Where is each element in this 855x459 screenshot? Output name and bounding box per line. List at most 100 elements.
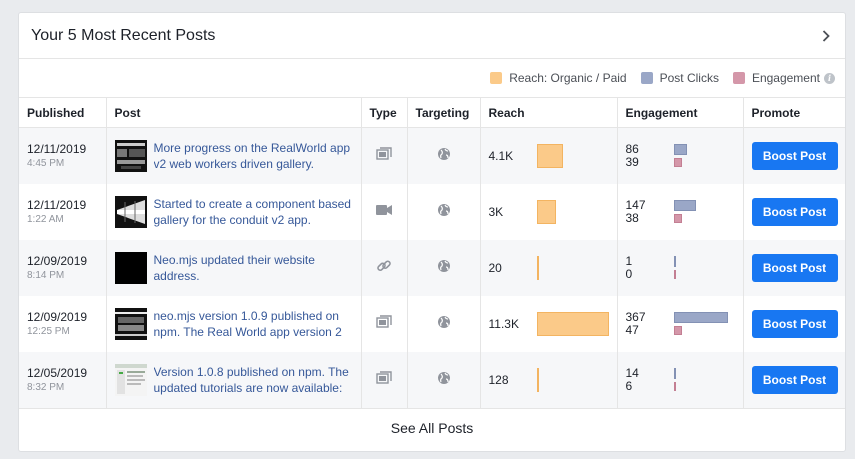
reach-value: 128 <box>488 372 509 387</box>
column-header-post: Post <box>106 97 362 128</box>
post-thumbnail[interactable] <box>114 251 147 284</box>
post-cell: neo.mjs version 1.0.9 published on npm. … <box>106 295 362 352</box>
post-thumbnail[interactable] <box>114 139 147 172</box>
published-cell: 12/09/2019 8:14 PM <box>19 239 107 296</box>
engagement-value: 38 <box>625 210 639 225</box>
engagement-value: 47 <box>625 322 639 337</box>
legend-item-clicks: Post Clicks <box>640 71 719 85</box>
post-link[interactable]: Started to create a component based gall… <box>153 196 351 227</box>
post-cell: More progress on the RealWorld app v2 we… <box>106 127 362 184</box>
published-date: 12/11/2019 <box>27 197 87 212</box>
reach-cell: 20 <box>480 239 618 296</box>
type-cell <box>361 351 408 408</box>
post-thumbnail[interactable] <box>114 363 147 396</box>
boost-post-button[interactable]: Boost Post <box>751 365 838 394</box>
targeting-cell <box>407 183 481 240</box>
post-clicks-bar <box>673 368 676 379</box>
engagement-cell: 1 0 <box>617 239 744 296</box>
chevron-right-icon[interactable] <box>819 29 833 43</box>
see-all-posts-link[interactable]: See All Posts <box>19 407 845 448</box>
reach-value: 4.1K <box>488 148 514 163</box>
reach-bar <box>536 199 556 224</box>
post-clicks-bar <box>673 312 728 323</box>
published-time: 1:22 AM <box>27 213 64 225</box>
promote-cell: Boost Post <box>743 296 845 352</box>
targeting-cell <box>407 351 481 408</box>
engagement-cell: 367 47 <box>617 295 744 352</box>
published-time: 12:25 PM <box>27 325 70 337</box>
info-icon[interactable]: i <box>824 72 835 84</box>
promote-cell: Boost Post <box>743 184 845 240</box>
card-header: Your 5 Most Recent Posts <box>19 13 845 59</box>
album-icon <box>376 371 392 388</box>
reach-bar <box>536 367 539 392</box>
reach-value: 3K <box>488 204 504 219</box>
published-date: 12/09/2019 <box>27 309 88 324</box>
post-thumbnail[interactable] <box>114 307 147 340</box>
post-clicks-bar <box>673 144 687 156</box>
reach-bar <box>536 143 563 168</box>
album-icon <box>376 315 392 332</box>
published-date: 12/09/2019 <box>27 253 88 268</box>
post-link[interactable]: neo.mjs version 1.0.9 published on npm. … <box>153 308 342 339</box>
legend-swatch-reach <box>490 72 503 84</box>
targeting-cell <box>407 239 481 296</box>
engagement-cell: 147 38 <box>617 183 744 240</box>
legend-item-engagement: Engagement i <box>732 71 835 85</box>
post-clicks-bar <box>673 256 676 267</box>
post-link[interactable]: Neo.mjs updated their website address. <box>153 252 315 283</box>
column-header-engagement: Engagement <box>617 97 744 128</box>
video-icon <box>375 205 393 219</box>
boost-post-button[interactable]: Boost Post <box>751 141 838 170</box>
boost-post-button[interactable]: Boost Post <box>751 253 838 282</box>
chart-legend: Reach: Organic / Paid Post Clicks Engage… <box>19 59 845 97</box>
legend-swatch-clicks <box>640 72 653 84</box>
published-date: 12/11/2019 <box>27 141 87 156</box>
published-cell: 12/05/2019 8:32 PM <box>19 351 107 408</box>
reach-bar <box>536 255 539 280</box>
reach-value: 11.3K <box>488 316 519 331</box>
post-link[interactable]: Version 1.0.8 published on npm. The upda… <box>153 364 349 395</box>
type-cell <box>361 239 408 296</box>
boost-post-button[interactable]: Boost Post <box>751 197 838 226</box>
post-clicks-value: 367 <box>625 309 646 324</box>
engagement-value: 39 <box>625 154 639 169</box>
post-cell: Neo.mjs updated their website address. <box>106 239 362 296</box>
recent-posts-card: Your 5 Most Recent Posts Reach: Organic … <box>18 12 846 452</box>
legend-swatch-engagement <box>732 72 745 84</box>
engagement-value: 6 <box>625 378 633 393</box>
targeting-cell <box>407 127 481 184</box>
post-clicks-bar <box>673 200 696 211</box>
type-cell <box>361 295 408 352</box>
engagement-bar <box>673 158 682 168</box>
post-clicks-value: 147 <box>625 197 646 212</box>
type-cell <box>361 183 408 240</box>
boost-post-button[interactable]: Boost Post <box>751 309 838 338</box>
album-icon <box>376 147 392 164</box>
post-clicks-value: 14 <box>625 365 639 380</box>
globe-icon <box>437 260 451 276</box>
column-header-type: Type <box>361 97 408 128</box>
legend-item-reach: Reach: Organic / Paid <box>490 71 627 85</box>
published-time: 8:32 PM <box>27 381 65 393</box>
post-link[interactable]: More progress on the RealWorld app v2 we… <box>153 140 351 171</box>
post-cell: Version 1.0.8 published on npm. The upda… <box>106 351 362 408</box>
promote-cell: Boost Post <box>743 127 845 184</box>
post-cell: Started to create a component based gall… <box>106 183 362 240</box>
engagement-bar <box>673 382 676 391</box>
legend-label: Reach: Organic / Paid <box>509 71 627 85</box>
published-time: 8:14 PM <box>27 269 65 281</box>
reach-bar <box>536 311 609 336</box>
table-row: 12/09/2019 8:14 PM Neo.mjs updated their… <box>19 239 845 296</box>
reach-cell: 4.1K <box>480 127 618 184</box>
promote-cell: Boost Post <box>743 351 845 408</box>
type-cell <box>361 127 408 184</box>
column-header-promote: Promote <box>743 97 845 128</box>
post-clicks-value: 86 <box>625 141 639 156</box>
table-row: 12/11/2019 4:45 PM More progress on the … <box>19 127 845 184</box>
card-title: Your 5 Most Recent Posts <box>31 26 216 44</box>
targeting-cell <box>407 295 481 352</box>
engagement-bar <box>673 326 682 335</box>
post-thumbnail[interactable] <box>114 195 147 228</box>
reach-value: 20 <box>488 260 502 275</box>
